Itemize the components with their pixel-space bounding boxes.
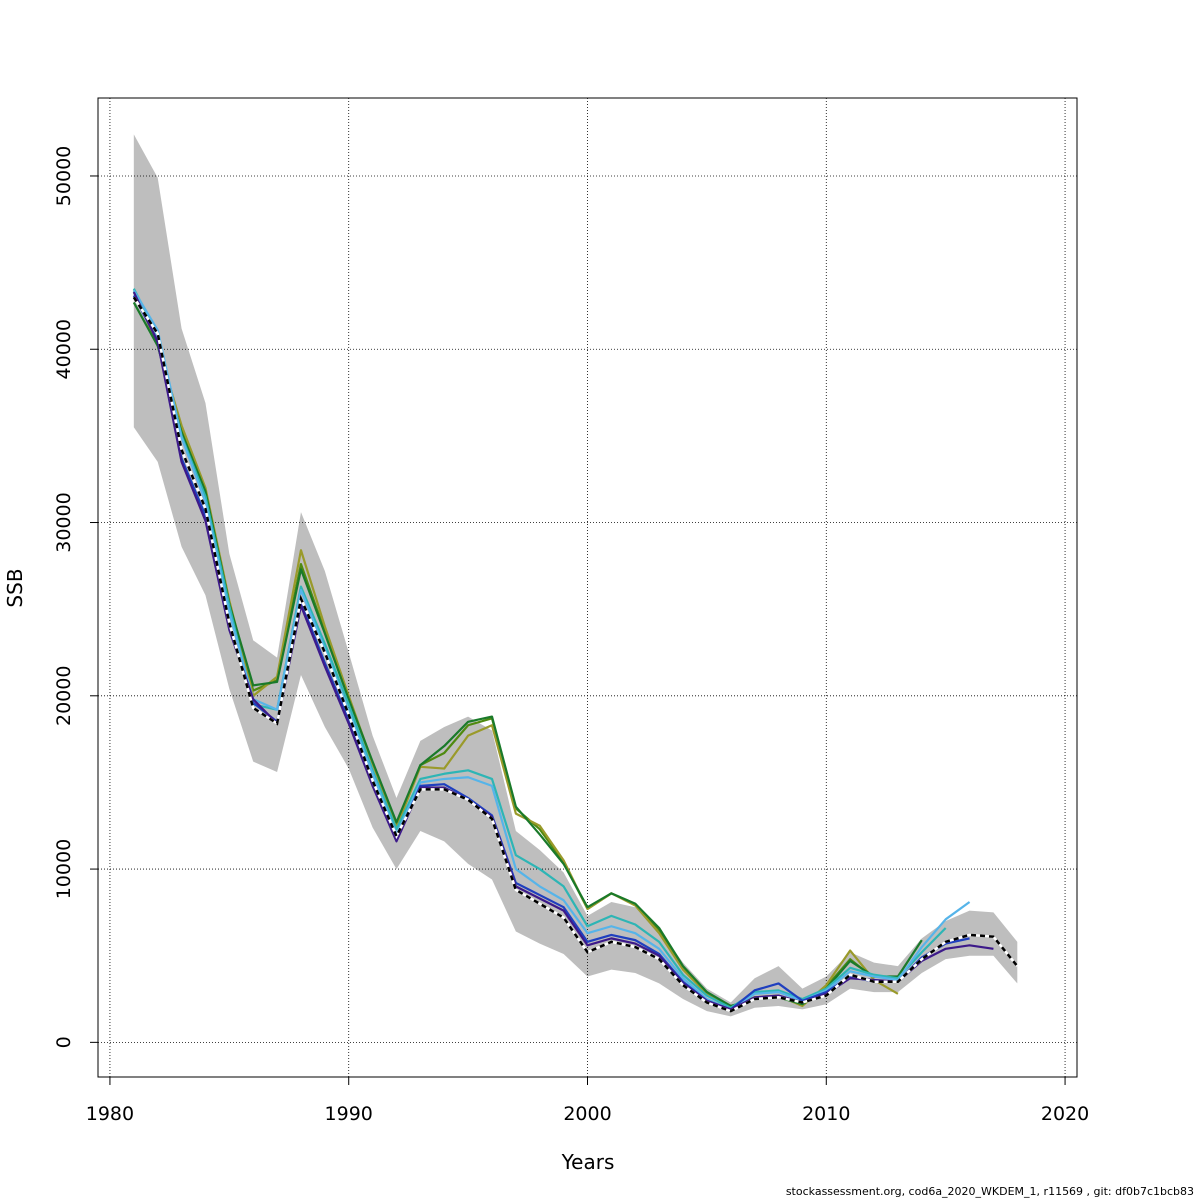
footer-credit: stockassessment.org, cod6a_2020_WKDEM_1,…: [785, 1185, 1194, 1198]
series-line-4: [132, 288, 947, 1009]
y-tick-label-50000: 50000: [53, 146, 75, 206]
x-axis-title: Years: [561, 1150, 615, 1174]
x-tick-label-1990: 1990: [325, 1103, 373, 1125]
y-tick-label-0: 0: [53, 1036, 75, 1048]
series-line-3: [132, 289, 971, 1011]
series-layer: [132, 288, 1019, 1013]
y-tick-label-20000: 20000: [53, 666, 75, 726]
confidence-band: [133, 134, 1018, 1017]
x-tick-label-1980: 1980: [86, 1103, 134, 1125]
series-line-0: [132, 296, 1019, 1013]
x-tick-label-2010: 2010: [802, 1103, 850, 1125]
y-tick-label-40000: 40000: [53, 319, 75, 379]
y-tick-label-10000: 10000: [53, 839, 75, 899]
x-tick-label-2020: 2020: [1041, 1103, 1089, 1125]
axis-layer: 1980 1990 2000 2010 2020 0 10000 20000 30000 4000…: [53, 146, 1089, 1125]
y-axis-title: SSB: [3, 568, 27, 607]
grid-layer: [98, 98, 1077, 1077]
confidence-band-layer: [133, 134, 1018, 1017]
x-tick-label-2000: 2000: [563, 1103, 611, 1125]
y-tick-label-30000: 30000: [53, 492, 75, 552]
